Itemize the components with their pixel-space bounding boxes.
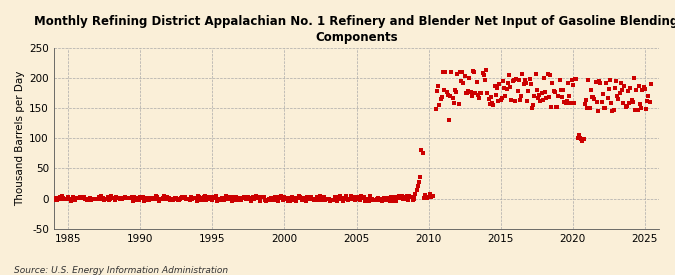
- Title: Monthly Refining District Appalachian No. 1 Refinery and Blender Net Input of Ga: Monthly Refining District Appalachian No…: [34, 15, 675, 44]
- Text: Source: U.S. Energy Information Administration: Source: U.S. Energy Information Administ…: [14, 266, 227, 275]
- Y-axis label: Thousand Barrels per Day: Thousand Barrels per Day: [15, 71, 25, 206]
